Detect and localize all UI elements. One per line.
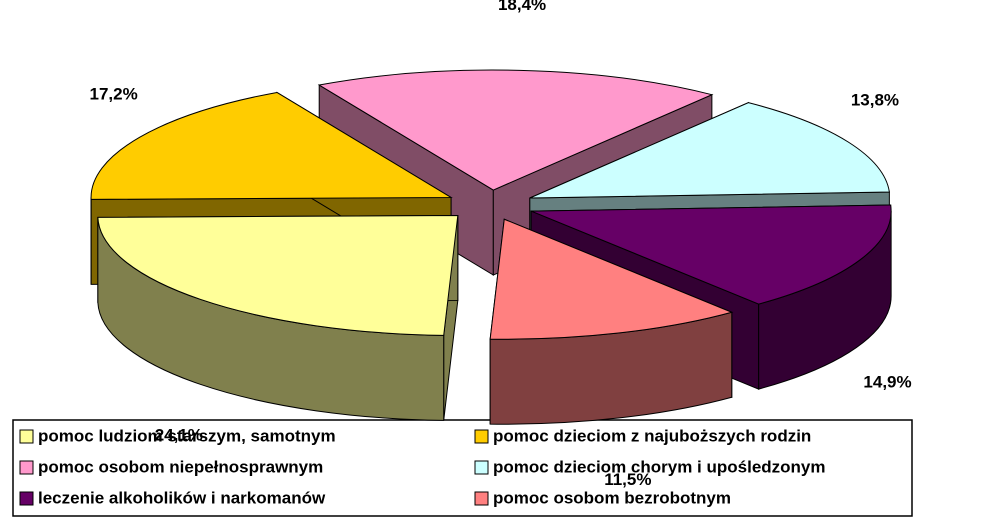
legend-swatch [19,491,34,506]
slice-top [317,69,714,191]
legend-swatch [474,460,489,475]
legend-label: pomoc ludziom starszym, samotnym [38,426,336,445]
legend-swatch [474,491,489,506]
data-label: 11,5% [604,470,651,489]
data-label: 17,2% [89,84,137,103]
slice [489,218,734,425]
legend-label: pomoc osobom niepełnosprawnym [38,457,323,476]
slice-top [530,204,892,305]
slice-top [90,91,453,200]
slice-top [97,214,459,336]
legend-label: pomoc osobom bezrobotnym [493,488,731,507]
data-label: 18,4% [498,0,546,14]
legend-swatch [19,460,34,475]
data-label: 24,1% [155,425,203,444]
legend-label: leczenie alkoholików i narkomanów [38,488,326,507]
slice-top [489,218,734,340]
legend-box [12,419,913,517]
slice-top [529,102,890,199]
data-label: 14,9% [863,373,911,392]
data-label: 13,8% [851,91,899,110]
legend-label: pomoc dzieciom chorym i upośledzonym [493,457,826,476]
legend-swatch [19,429,34,444]
slice [97,214,459,421]
legend-swatch [474,429,489,444]
legend-label: pomoc dzieciom z najuboższych rodzin [493,426,811,445]
